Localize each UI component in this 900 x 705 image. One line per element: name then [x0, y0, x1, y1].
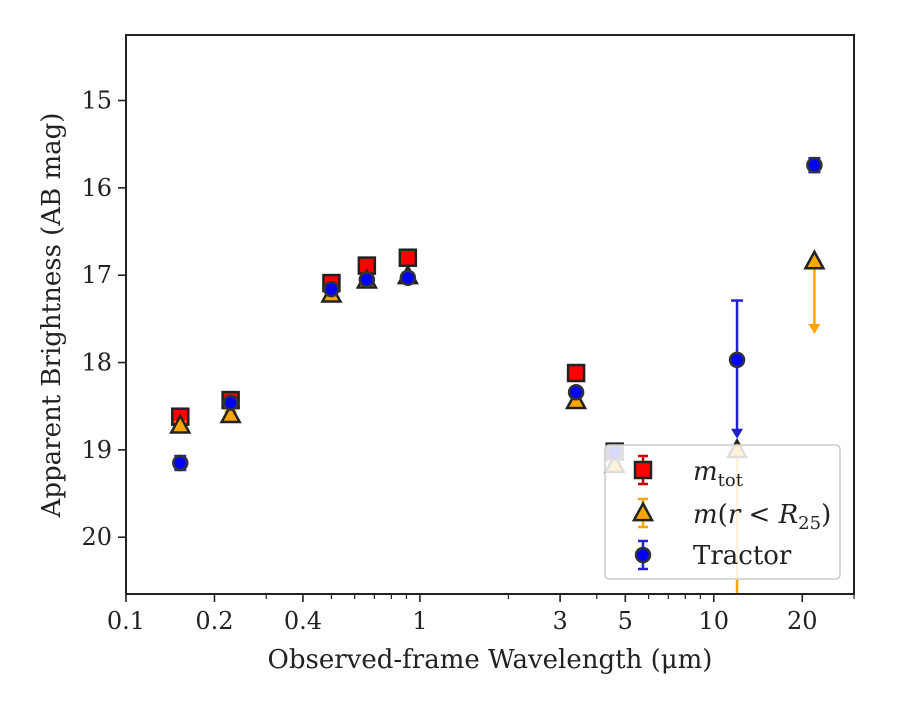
y-tick-label: 20	[81, 523, 112, 551]
data-point	[219, 402, 242, 424]
data-point	[806, 156, 823, 174]
legend-entries: mtot m(r < R25) Tractor	[631, 454, 831, 571]
legend-marker	[634, 546, 652, 564]
x-tick-label: 0.1	[107, 607, 145, 635]
x-tick-label: 1	[412, 607, 427, 635]
x-axis-label: Observed-frame Wavelength (μm)	[268, 645, 713, 675]
y-tick-label: 16	[81, 174, 112, 202]
legend-marker	[631, 500, 655, 522]
data-point	[567, 383, 585, 401]
y-tick-label: 17	[81, 261, 112, 289]
legend-label-m-r25: m(r < R25)	[693, 500, 831, 534]
x-tick-label: 10	[699, 607, 730, 635]
legend-label-tractor: Tractor	[693, 541, 792, 571]
y-tick-label: 18	[81, 349, 112, 377]
y-tick-label: 15	[81, 87, 112, 115]
data-point	[222, 394, 239, 411]
data-point	[399, 269, 417, 287]
axis-ticks: 0.1 0.2 0.4 1 3 5 10 20 15 16 17 18 19 20	[81, 87, 855, 635]
legend-label-m-tot: mtot	[693, 457, 744, 491]
data-point	[728, 351, 746, 369]
data-marks	[169, 156, 826, 594]
data-point	[358, 271, 376, 288]
legend-box	[604, 444, 841, 580]
x-tick-label: 0.2	[195, 607, 233, 635]
data-point	[323, 280, 340, 298]
x-tick-label: 5	[618, 607, 633, 635]
data-point	[398, 248, 418, 267]
data-point	[566, 363, 586, 383]
x-tick-label: 3	[552, 607, 567, 635]
data-point	[803, 249, 826, 270]
legend-marker	[633, 460, 653, 480]
data-point	[169, 413, 192, 434]
series-circle	[172, 156, 823, 472]
y-tick-label: 19	[81, 436, 112, 464]
x-tick-label: 20	[787, 607, 818, 635]
upper-limit-arrow-head	[731, 428, 744, 439]
y-axis-label: Apparent Brightness (AB mag)	[37, 113, 67, 519]
data-point	[172, 454, 189, 472]
x-tick-label: 0.4	[284, 607, 322, 635]
legend: mtot m(r < R25) Tractor	[604, 444, 841, 580]
upper-limit-arrow-head	[808, 323, 821, 334]
plot-frame	[125, 34, 855, 595]
